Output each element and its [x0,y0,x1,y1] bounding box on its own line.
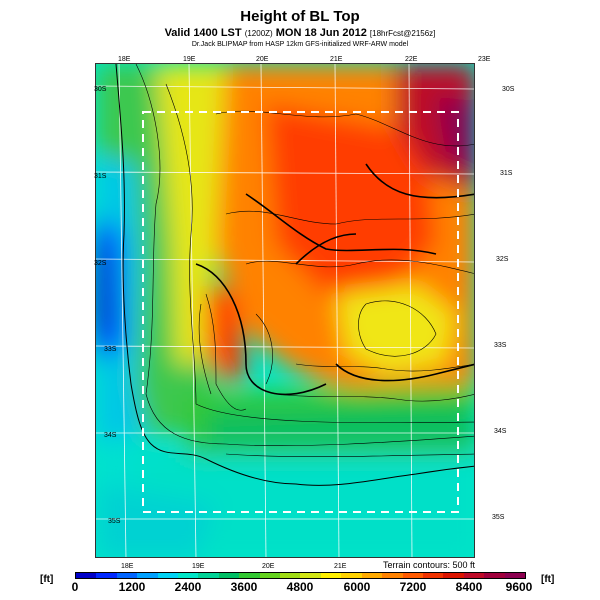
colorbar-swatch [300,573,321,578]
colorbar-tick: 1200 [118,580,146,594]
colorbar-swatch [218,573,240,578]
lon-label-top: 19E [183,56,196,63]
lat-label-left: 35S [108,518,121,525]
lat-label-right: 34S [494,428,507,435]
lon-label-bottom: 21E [334,563,347,570]
valid-time-utc: (1200Z) [244,29,273,38]
colorbar-swatch [157,573,179,578]
colorbar-swatch [422,573,444,578]
lat-label-left: 31S [94,173,107,180]
lon-label-bottom: 19E [192,563,205,570]
map-title: Height of BL Top [240,8,360,25]
blipmap-plot [95,63,475,558]
lat-lon-grid [96,64,474,557]
colorbar-tick: 7200 [399,580,427,594]
colorbar-tick: 6000 [343,580,371,594]
lat-label-right: 35S [492,514,505,521]
map-subtitle: Valid 1400 LST (1200Z) MON 18 Jun 2012 [… [0,27,600,39]
lat-label-right: 33S [494,342,507,349]
colorbar-swatch [239,573,260,578]
coastline [115,64,474,486]
lat-label-left: 30S [94,86,107,93]
colorbar-swatch [361,573,383,578]
map-field-svg [96,64,474,557]
lon-label-top: 20E [256,56,269,63]
colorbar-swatch [341,573,362,578]
colorbar-swatch [198,573,219,578]
lon-label-top: 21E [330,56,343,63]
colorbar [75,572,526,579]
valid-date: MON 18 Jun 2012 [275,27,367,39]
lon-label-top: 23E [478,56,491,63]
colorbar-tick: 4800 [286,580,314,594]
inner-domain-box [142,111,459,513]
colorbar-swatch [484,573,505,578]
colorbar-swatch [96,573,117,578]
colorbar-swatch [259,573,281,578]
lon-label-top: 22E [405,56,418,63]
lat-label-right: 31S [500,170,513,177]
lon-label-bottom: 18E [121,563,134,570]
terrain-contours [135,64,474,458]
lat-label-left: 33S [104,346,117,353]
colorbar-tick: 9600 [505,580,533,594]
colorbar-swatch [137,573,158,578]
colorbar-swatch [402,573,423,578]
colorbar-tick: 2400 [174,580,202,594]
terrain-note: Terrain contours: 500 ft [382,560,475,570]
colorbar-tick: 0 [71,580,79,594]
lon-label-top: 18E [118,56,131,63]
lat-label-right: 30S [502,86,515,93]
colorbar-swatch [504,573,525,578]
colorbar-swatch [280,573,301,578]
valid-time: Valid 1400 LST [164,27,242,39]
model-credit: Dr.Jack BLIPMAP from HASP 12km GFS-initi… [191,41,409,48]
lat-label-right: 32S [496,256,509,263]
colorbar-tick: 3600 [230,580,258,594]
colorbar-unit-left: [ft] [40,574,54,585]
province-boundaries [195,163,474,396]
colorbar-swatch [463,573,485,578]
colorbar-swatch [178,573,199,578]
lat-label-left: 34S [104,432,117,439]
colorbar-swatch [320,573,342,578]
colorbar-swatch [76,573,97,578]
colorbar-unit-right: [ft] [541,574,555,585]
colorbar-swatch [443,573,464,578]
lon-label-bottom: 20E [262,563,275,570]
lat-label-left: 32S [94,260,107,267]
colorbar-swatch [116,573,138,578]
colorbar-swatch [382,573,403,578]
colorbar-tick: 8400 [455,580,483,594]
forecast-info: [18hrFcst@2156z] [369,29,436,38]
